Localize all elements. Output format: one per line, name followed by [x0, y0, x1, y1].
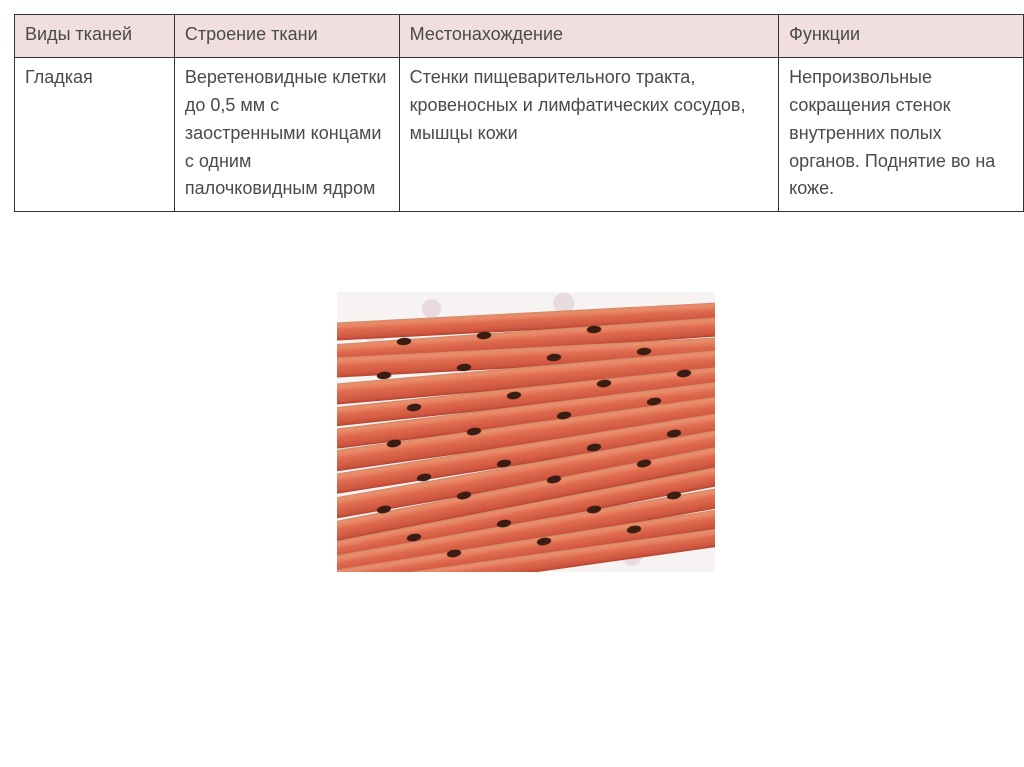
tissue-table: Виды тканей Строение ткани Местонахожден… [14, 14, 1024, 212]
table-row: Гладкая Веретеновидные клетки до 0,5 мм … [15, 57, 1024, 211]
slide-page: Виды тканей Строение ткани Местонахожден… [0, 0, 1024, 572]
col-header-location: Местонахождение [399, 15, 779, 58]
table-header-row: Виды тканей Строение ткани Местонахожден… [15, 15, 1024, 58]
cell-function: Непроизвольные сокращения стенок внутрен… [779, 57, 1024, 211]
cell-location: Стенки пищеварительного тракта, кровенос… [399, 57, 779, 211]
cell-nucleus [457, 364, 472, 372]
smooth-muscle-illustration [337, 292, 715, 572]
illustration-container [14, 292, 1024, 572]
col-header-type: Виды тканей [15, 15, 175, 58]
cell-structure: Веретеновидные клетки до 0,5 мм с заостр… [174, 57, 399, 211]
col-header-structure: Строение ткани [174, 15, 399, 58]
cell-type: Гладкая [15, 57, 175, 211]
col-header-function: Функции [779, 15, 1024, 58]
